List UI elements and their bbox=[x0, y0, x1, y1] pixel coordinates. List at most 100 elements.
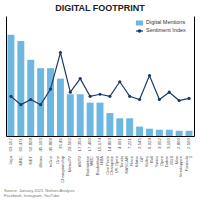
category-number: 3,545 bbox=[137, 137, 142, 149]
footer-line: Facebook, Instagram, YouTube bbox=[4, 193, 60, 198]
tick: ANTV17,350 bbox=[77, 137, 82, 167]
plot-area bbox=[7, 35, 192, 136]
tick: BadmintonWBC17,400 bbox=[85, 137, 95, 176]
footer: Source: January 2021, Nielsen AnalysisFa… bbox=[4, 188, 74, 198]
chart: Jago63,157 MNC 60,471 NET 50,828 iNews 45,103 t… bbox=[0, 0, 200, 200]
bar bbox=[27, 60, 34, 136]
bar-series bbox=[7, 35, 192, 136]
category-number: 3,052 bbox=[157, 137, 162, 149]
tick-label: NET bbox=[28, 156, 33, 165]
category-number: 60,471 bbox=[18, 137, 23, 151]
bar bbox=[126, 118, 133, 136]
legend: Digital Mentions Sentiment Index bbox=[136, 19, 186, 33]
marker bbox=[108, 95, 111, 98]
tick: MotorGP3,545 bbox=[134, 137, 144, 166]
bar bbox=[136, 127, 143, 136]
tick: VolleyBall 6,024 bbox=[144, 137, 154, 167]
title: DIGITAL FOOTPRINT bbox=[55, 3, 145, 13]
marker bbox=[158, 98, 161, 101]
tick: MetroTV 29,502 bbox=[67, 137, 72, 172]
tick-label-line: GP bbox=[139, 156, 144, 162]
marker bbox=[19, 103, 22, 106]
tick-label-line: NET bbox=[28, 156, 33, 165]
marker bbox=[128, 95, 131, 98]
tick: SwissOpen3,052 bbox=[154, 137, 164, 166]
bar bbox=[67, 94, 74, 136]
y-axis bbox=[6, 17, 7, 137]
tick-label: BasketballNBA bbox=[95, 156, 105, 176]
tick: NET 50,828 bbox=[28, 137, 33, 164]
bar bbox=[146, 129, 153, 136]
x-axis: Jago63,157 MNC 60,471 NET 50,828 iNews 45,103 t… bbox=[7, 137, 195, 183]
tick-label-line: MetroTV bbox=[67, 156, 72, 172]
tick-label: NASCARRace bbox=[124, 155, 134, 173]
tick-label-line: tvOne bbox=[48, 155, 53, 167]
tick-label-line: WBC bbox=[90, 156, 95, 166]
tick: One PrideChampion14,803 bbox=[105, 137, 115, 175]
category-number: 15,174 bbox=[97, 137, 102, 151]
marker bbox=[49, 87, 52, 90]
marker bbox=[89, 95, 92, 98]
marker bbox=[39, 103, 42, 106]
y-axis-line bbox=[6, 17, 7, 137]
category-number: 29,502 bbox=[67, 137, 72, 151]
tick-label-line: Champion bbox=[109, 155, 114, 175]
category-number: 50,828 bbox=[28, 137, 33, 151]
line bbox=[11, 53, 189, 105]
tick: US OpenTennis 4,001 bbox=[115, 137, 125, 173]
marker bbox=[69, 91, 72, 94]
y2-axis-line bbox=[194, 17, 195, 137]
marker bbox=[98, 93, 101, 96]
marker bbox=[9, 95, 12, 98]
tick-label: tvOne bbox=[48, 155, 53, 167]
marker bbox=[148, 74, 151, 77]
tick: Jago63,157 bbox=[8, 137, 13, 165]
tick-label: US OpenTennis bbox=[115, 155, 125, 173]
tick-label: One PrideChampion bbox=[105, 155, 115, 175]
marker bbox=[187, 97, 190, 100]
tick-label: OneChampionship bbox=[55, 155, 65, 182]
tick: MaxVerstappen2,800 bbox=[174, 137, 184, 177]
marker bbox=[168, 91, 171, 94]
tick-label-line: Championship bbox=[60, 155, 65, 182]
tick: OneChampionship35,46 bbox=[55, 137, 65, 182]
tick-label-line: iNews bbox=[38, 156, 43, 167]
tick-label: MNC bbox=[18, 156, 23, 166]
tick: MNC 60,471 bbox=[18, 137, 23, 165]
tick-label: Formula1 bbox=[184, 155, 194, 171]
category-number: 7,221 bbox=[127, 137, 132, 149]
tick-label: MaxVerstappen bbox=[174, 155, 184, 177]
marker bbox=[79, 77, 82, 80]
tick-label: Dakar2020 bbox=[164, 155, 174, 167]
bar bbox=[57, 79, 64, 136]
tick-label: iNews bbox=[38, 156, 43, 167]
x-axis-line bbox=[7, 136, 195, 137]
bar bbox=[106, 113, 113, 136]
category-number: 6,024 bbox=[147, 137, 152, 149]
bar bbox=[87, 103, 94, 136]
tick-label-line: MNC bbox=[18, 156, 23, 166]
marker bbox=[29, 98, 32, 101]
category-number: 45,103 bbox=[38, 137, 43, 151]
legend-item: Sentiment Index bbox=[136, 27, 186, 33]
bar bbox=[17, 41, 24, 136]
tick-label-line: Race bbox=[129, 155, 134, 165]
y2-axis bbox=[194, 17, 195, 137]
tick-label: VolleyBall bbox=[144, 155, 154, 167]
category-number: 2,500 bbox=[186, 137, 191, 149]
tick-label-line: Jago bbox=[8, 155, 13, 165]
marker-series bbox=[9, 51, 190, 106]
tick: iNews 45,103 bbox=[38, 137, 43, 167]
bar bbox=[77, 94, 84, 136]
legend-label: Digital Mentions bbox=[146, 19, 185, 25]
tick: Formula1 2,500 bbox=[184, 137, 194, 171]
bar bbox=[37, 68, 44, 136]
tick-label-line: Tennis bbox=[119, 156, 124, 168]
tick-label-line: NBA bbox=[99, 156, 104, 165]
tick-label: Jago bbox=[8, 155, 13, 165]
marker bbox=[138, 98, 141, 101]
category-number: 17,400 bbox=[87, 137, 92, 151]
tick-label-line: Open bbox=[159, 155, 164, 166]
tick-label-line: 1 bbox=[188, 155, 193, 158]
category-number: 4,001 bbox=[117, 137, 122, 149]
